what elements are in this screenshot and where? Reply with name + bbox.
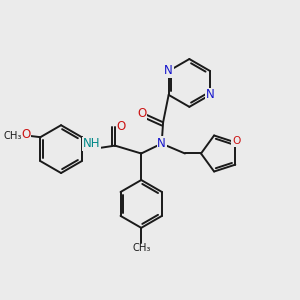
Text: O: O <box>232 136 240 146</box>
Text: N: N <box>157 137 166 150</box>
Text: O: O <box>137 107 147 120</box>
Text: N: N <box>206 88 214 101</box>
Text: O: O <box>117 120 126 133</box>
Text: N: N <box>164 64 173 77</box>
Text: CH₃: CH₃ <box>4 131 22 141</box>
Text: O: O <box>21 128 30 141</box>
Text: NH: NH <box>83 137 101 150</box>
Text: CH₃: CH₃ <box>132 243 150 253</box>
